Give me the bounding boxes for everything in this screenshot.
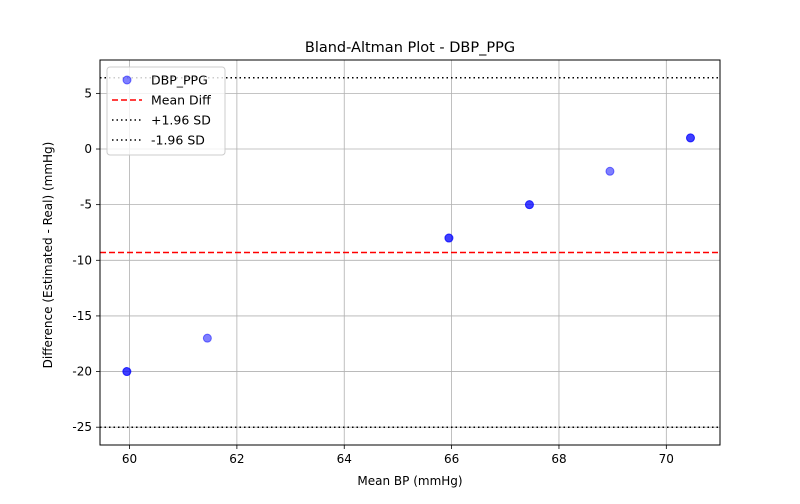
y-tick-label: -5 [80,198,92,212]
data-point [122,367,132,377]
x-tick-label: 70 [659,452,674,466]
data-point [605,166,615,176]
legend-marker [122,75,132,85]
x-axis-label: Mean BP (mmHg) [357,474,462,488]
reference-lines [100,77,720,428]
legend-label: -1.96 SD [151,133,205,148]
legend-label: Mean Diff [151,93,211,108]
legend-label: +1.96 SD [151,113,211,128]
y-tick-label: -10 [72,253,92,267]
y-tick-label: 0 [84,142,92,156]
data-point [444,233,454,243]
y-tick-label: -20 [72,365,92,379]
data-point [524,200,534,210]
legend-box [106,66,226,156]
legend-label: DBP_PPG [151,73,208,88]
y-tick-label: -15 [72,309,92,323]
x-tick-label: 66 [444,452,459,466]
y-tick-label: -25 [72,420,92,434]
x-tick-label: 62 [229,452,244,466]
axis-ticks: 60 62 64 66 68 70 -25 -20 -15 -10 -5 0 5 [72,86,674,466]
x-tick-label: 64 [337,452,352,466]
plot-frame [99,59,721,446]
chart-title: Bland-Altman Plot - DBP_PPG [305,40,515,56]
data-points [122,133,695,377]
x-tick-label: 68 [551,452,566,466]
y-tick-label: 5 [84,86,92,100]
data-point [685,133,695,143]
data-point [202,333,212,343]
y-axis-label: Difference (Estimated - Real) (mmHg) [41,142,55,369]
x-tick-label: 60 [122,452,137,466]
legend: DBP_PPG Mean Diff +1.96 SD -1.96 SD [106,66,226,156]
